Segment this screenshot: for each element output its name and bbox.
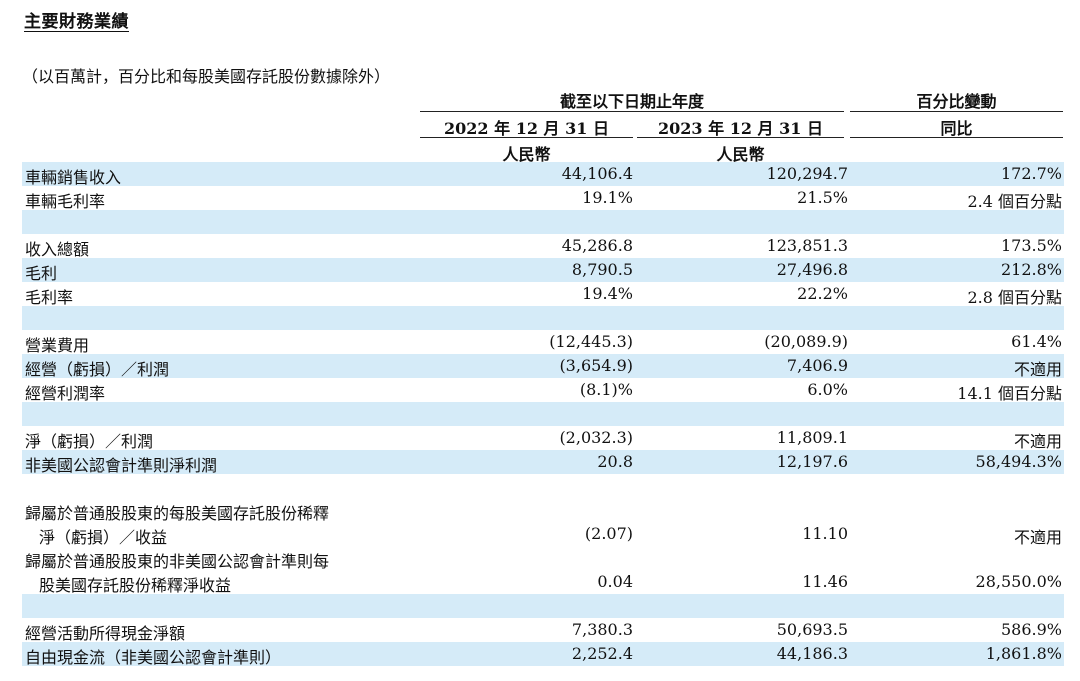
value-2023: 12,197.6 <box>776 452 848 471</box>
value-2022: 7,380.3 <box>571 620 633 639</box>
spacer-row <box>22 306 1064 330</box>
table-row: 毛利率 19.4% 22.2% 2.8 個百分點 <box>22 282 1064 307</box>
value-2022: 45,286.8 <box>561 236 633 255</box>
value-yoy-change: 不適用 <box>1013 528 1062 547</box>
row-label: 自由現金流（非美國公認會計準則） <box>25 648 282 667</box>
table-row: 歸屬於普通股股東的非美國公認會計準則每股美國存託股份稀釋淨收益 0.04 11.46… <box>22 546 1064 595</box>
table-row: 車輛毛利率 19.1% 21.5% 2.4 個百分點 <box>22 186 1064 211</box>
value-yoy-change: 2.4 個百分點 <box>967 192 1062 211</box>
value-2023: 21.5% <box>797 188 848 207</box>
row-label: 車輛銷售收入 <box>25 168 122 187</box>
header-rule-2022 <box>420 137 633 138</box>
section-title: 主要財務業績 <box>24 12 129 32</box>
value-2023: 123,851.3 <box>766 236 848 255</box>
table-row: 車輛銷售收入 44,106.4 120,294.7 172.7% <box>22 162 1064 187</box>
value-2023: 50,693.5 <box>776 620 848 639</box>
spacer-row <box>22 474 1064 498</box>
value-2022: 19.4% <box>582 284 633 303</box>
row-label: 經營（虧損）／利潤 <box>25 360 170 379</box>
row-label: 經營利潤率 <box>25 384 106 403</box>
row-label: 毛利率 <box>25 288 74 307</box>
table-row: 經營利潤率 (8.1)% 6.0% 14.1 個百分點 <box>22 378 1064 403</box>
table-row: 歸屬於普通股股東的每股美國存託股份稀釋淨（虧損）／收益 (2.07) 11.10 不適… <box>22 498 1064 547</box>
table-row: 經營（虧損）／利潤 (3,654.9) 7,406.9 不適用 <box>22 354 1064 379</box>
row-label: 收入總額 <box>25 240 90 259</box>
table-row: 非美國公認會計準則淨利潤 20.8 12,197.6 58,494.3% <box>22 450 1064 475</box>
value-yoy-change: 58,494.3% <box>975 452 1062 471</box>
row-label-line1: 歸屬於普通股股東的每股美國存託股份稀釋 <box>25 504 330 523</box>
header-col-2023: 2023 年 12 月 31 日 <box>658 119 823 138</box>
value-yoy-change: 不適用 <box>1013 360 1062 379</box>
value-yoy-change: 172.7% <box>1000 164 1062 183</box>
value-2023: (20,089.9) <box>764 332 848 351</box>
value-2022: (2.07) <box>584 524 633 543</box>
row-label: 車輛毛利率 <box>25 192 106 211</box>
value-2022: 2,252.4 <box>571 644 633 663</box>
row-label: 非美國公認會計準則淨利潤 <box>25 456 218 475</box>
value-yoy-change: 2.8 個百分點 <box>967 288 1062 307</box>
header-col-2022: 2022 年 12 月 31 日 <box>444 119 609 138</box>
header-rule-yoy <box>850 137 1063 138</box>
value-2022: (3,654.9) <box>559 356 633 375</box>
row-label-line2: 淨（虧損）／收益 <box>39 528 168 547</box>
table-row: 淨（虧損）／利潤 (2,032.3) 11,809.1 不適用 <box>22 426 1064 451</box>
value-2022: (8.1)% <box>579 380 633 399</box>
header-col-yoy: 同比 <box>940 119 973 138</box>
row-label: 經營活動所得現金淨額 <box>25 624 186 643</box>
table-row: 營業費用 (12,445.3) (20,089.9) 61.4% <box>22 330 1064 355</box>
value-2023: 120,294.7 <box>766 164 848 183</box>
header-rule-change <box>850 111 1063 112</box>
spacer-row <box>22 594 1064 618</box>
value-2022: 0.04 <box>597 572 633 591</box>
value-yoy-change: 28,550.0% <box>975 572 1062 591</box>
row-label: 毛利 <box>25 264 58 283</box>
row-label-line2: 股美國存託股份稀釋淨收益 <box>39 576 232 595</box>
table-row: 收入總額 45,286.8 123,851.3 173.5% <box>22 234 1064 259</box>
header-rule-period <box>420 111 844 112</box>
row-label: 營業費用 <box>25 336 90 355</box>
header-period-group: 截至以下日期止年度 <box>559 92 704 111</box>
value-2023: 44,186.3 <box>776 644 848 663</box>
value-2022: 19.1% <box>582 188 633 207</box>
row-label: 淨（虧損）／利潤 <box>25 432 154 451</box>
value-yoy-change: 173.5% <box>1000 236 1062 255</box>
value-2023: 6.0% <box>807 380 848 399</box>
table-row: 自由現金流（非美國公認會計準則） 2,252.4 44,186.3 1,861.8% <box>22 642 1064 667</box>
units-note: （以百萬計，百分比和每股美國存託股份數據除外） <box>22 67 391 86</box>
value-yoy-change: 586.9% <box>1000 620 1062 639</box>
value-2022: (12,445.3) <box>549 332 633 351</box>
value-yoy-change: 不適用 <box>1013 432 1062 451</box>
value-2023: 11.10 <box>802 524 848 543</box>
header-currency-2023: 人民幣 <box>716 145 765 164</box>
value-2022: 20.8 <box>597 452 633 471</box>
spacer-row <box>22 210 1064 234</box>
spacer-row <box>22 402 1064 426</box>
value-2022: 44,106.4 <box>561 164 633 183</box>
header-currency-2022: 人民幣 <box>502 145 551 164</box>
value-2022: (2,032.3) <box>559 428 633 447</box>
table-row: 毛利 8,790.5 27,496.8 212.8% <box>22 258 1064 283</box>
header-rule-2023 <box>637 137 844 138</box>
value-yoy-change: 212.8% <box>1000 260 1062 279</box>
row-label-line1: 歸屬於普通股股東的非美國公認會計準則每 <box>25 552 330 571</box>
value-yoy-change: 1,861.8% <box>985 644 1062 663</box>
value-yoy-change: 61.4% <box>1011 332 1062 351</box>
table-row: 經營活動所得現金淨額 7,380.3 50,693.5 586.9% <box>22 618 1064 643</box>
value-2023: 11,809.1 <box>776 428 848 447</box>
header-change-group: 百分比變動 <box>916 92 997 111</box>
value-2023: 7,406.9 <box>786 356 848 375</box>
value-yoy-change: 14.1 個百分點 <box>957 384 1062 403</box>
value-2023: 27,496.8 <box>776 260 848 279</box>
value-2023: 11.46 <box>802 572 848 591</box>
value-2023: 22.2% <box>797 284 848 303</box>
value-2022: 8,790.5 <box>571 260 633 279</box>
